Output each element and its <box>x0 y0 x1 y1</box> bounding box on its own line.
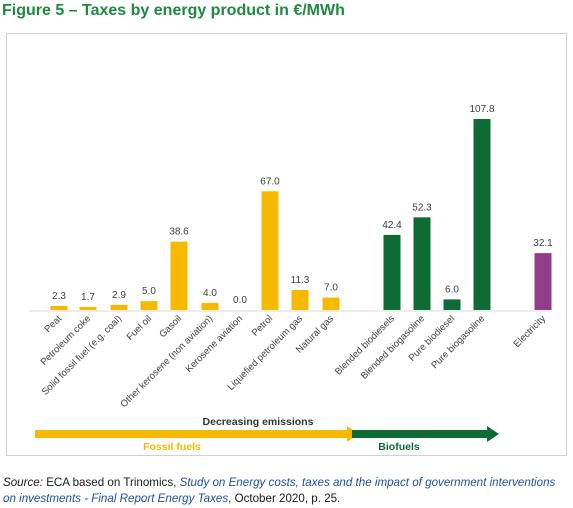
bar-14 <box>473 119 491 310</box>
source-note: Source: ECA based on Trinomics, Study on… <box>3 475 563 507</box>
category-label-4: Fuel oil <box>125 313 154 342</box>
category-label-7: Kerosene aviation <box>184 313 246 375</box>
value-label-11: 42.4 <box>382 220 402 231</box>
value-label-5: 38.6 <box>169 227 189 238</box>
fossil-fuels-label: Fossil fuels <box>143 441 201 453</box>
value-label-8: 67.0 <box>260 176 280 187</box>
value-label-10: 7.0 <box>324 283 338 294</box>
value-label-6: 4.0 <box>203 288 217 299</box>
value-label-13: 6.0 <box>445 284 459 295</box>
bar-15 <box>534 253 552 310</box>
bar-5 <box>170 241 188 310</box>
value-label-4: 5.0 <box>142 286 156 297</box>
source-prefix: Source: <box>3 476 43 489</box>
value-label-9: 11.3 <box>291 275 310 286</box>
bar-12 <box>413 217 431 310</box>
bars-layer <box>50 119 552 310</box>
bar-9 <box>291 289 309 310</box>
biofuels-label: Biofuels <box>378 441 420 453</box>
bar-11 <box>383 234 401 310</box>
category-label-15: Electricity <box>512 313 549 350</box>
bar-chart: 2.3 1.7 2.9 5.0 38.6 4.0 0.0 67.0 11.3 7.0 42.4 52.… <box>29 104 553 453</box>
bar-3 <box>110 304 128 310</box>
bar-1 <box>50 305 68 310</box>
value-label-3: 2.9 <box>112 290 126 301</box>
chart-frame: 2.3 1.7 2.9 5.0 38.6 4.0 0.0 67.0 11.3 7.0 42.4 52.… <box>6 33 567 456</box>
value-label-1: 2.3 <box>52 291 66 302</box>
value-label-15: 32.1 <box>533 238 553 249</box>
bar-4 <box>140 301 158 310</box>
figure-title: Figure 5 – Taxes by energy product in €/… <box>2 2 345 19</box>
source-text-before: ECA based on Trinomics, <box>42 476 180 489</box>
value-label-12: 52.3 <box>412 202 432 213</box>
bar-13 <box>443 299 461 310</box>
arrow-caption: Decreasing emissions <box>203 416 314 428</box>
bar-2 <box>79 306 97 310</box>
category-label-5: Gasoil <box>157 313 184 340</box>
value-label-7: 0.0 <box>233 295 247 306</box>
source-text-after: , October 2020, p. 25. <box>228 492 341 505</box>
value-label-14: 107.8 <box>469 104 494 115</box>
value-labels-layer: 2.3 1.7 2.9 5.0 38.6 4.0 0.0 67.0 11.3 7.0 42.4 52.… <box>52 104 553 306</box>
category-label-14: Pure biogasoline <box>429 313 487 371</box>
category-label-1: Peat <box>43 313 65 335</box>
bar-6 <box>201 302 219 310</box>
category-label-8: Petrol <box>250 313 275 338</box>
value-label-2: 1.7 <box>81 292 95 303</box>
bar-8 <box>261 191 279 310</box>
bar-10 <box>322 297 340 310</box>
fossil-fuels-arrow <box>35 426 359 442</box>
biofuels-arrow <box>352 426 499 442</box>
source-study-link[interactable]: Study on Energy costs, taxes and the imp… <box>3 476 556 505</box>
